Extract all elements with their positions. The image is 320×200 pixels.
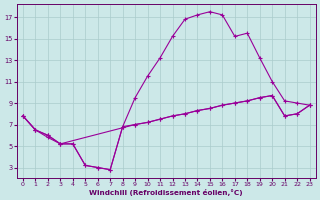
X-axis label: Windchill (Refroidissement éolien,°C): Windchill (Refroidissement éolien,°C) [90, 189, 243, 196]
